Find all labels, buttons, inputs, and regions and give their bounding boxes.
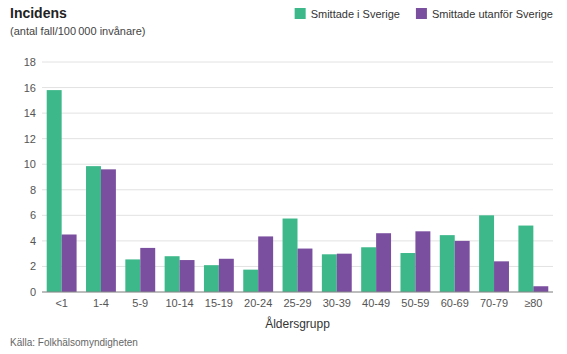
x-tick-label: 30-39 [323, 297, 351, 309]
grid-line [42, 87, 553, 88]
y-grid: 0 2 4 6 8 10 12 14 16 18 [24, 56, 553, 298]
x-tick-label: 1-4 [93, 297, 109, 309]
x-tick-label: <1 [55, 297, 68, 309]
x-tick-label: 20-24 [244, 297, 272, 309]
bar [204, 265, 219, 292]
y-tick-label: 0 [30, 286, 36, 298]
bar [400, 253, 415, 292]
x-tick-label: 15-19 [205, 297, 233, 309]
y-tick-label: 18 [24, 56, 36, 68]
grid-line [42, 189, 553, 190]
x-tick-label: 5-9 [132, 297, 148, 309]
x-tick-label: 60-69 [441, 297, 469, 309]
x-tick-label: 10-14 [166, 297, 194, 309]
grid-line [42, 113, 553, 114]
legend-label: Smittade i Sverige [311, 8, 400, 20]
x-tick-label: 70-79 [480, 297, 508, 309]
bar [47, 90, 62, 292]
x-axis-line [42, 292, 553, 293]
bar [180, 260, 195, 292]
legend-label: Smittade utanför Sverige [432, 8, 553, 20]
grid-line [42, 292, 553, 293]
bar [165, 256, 180, 292]
bar [322, 254, 337, 292]
bar [243, 270, 258, 292]
x-tick-label: 25-29 [283, 297, 311, 309]
legend-swatch [295, 8, 306, 19]
x-axis: <1 1-4 5-9 10-14 15-19 20-24 25-29 30-39 40-49 50… [55, 297, 542, 309]
y-tick-label: 8 [30, 184, 36, 196]
grid-line [42, 138, 553, 139]
bar [258, 236, 273, 292]
x-tick-label: 40-49 [362, 297, 390, 309]
bar [415, 231, 430, 292]
bar [219, 259, 234, 292]
legend-swatch [416, 8, 427, 19]
x-tick-label: ≥80 [524, 297, 542, 309]
bar [361, 247, 376, 292]
legend: Smittade i Sverige Smittade utanför Sveri… [295, 8, 553, 20]
bar [518, 226, 533, 292]
bar [440, 235, 455, 292]
bar [479, 215, 494, 292]
bar [283, 219, 298, 292]
bar [125, 259, 140, 292]
y-tick-label: 2 [30, 260, 36, 272]
subtitle: (antal fall/100 000 invånare) [10, 25, 146, 37]
bar [86, 166, 101, 292]
source: Källa: Folkhälsomyndigheten [10, 337, 138, 348]
bar [140, 248, 155, 292]
grid-line [42, 62, 553, 63]
bars [47, 90, 549, 292]
grid-line [42, 215, 553, 216]
x-tick-label: 50-59 [401, 297, 429, 309]
y-tick-label: 16 [24, 82, 36, 94]
bar [376, 233, 391, 292]
y-tick-label: 4 [30, 235, 36, 247]
bar [455, 241, 470, 292]
bar [533, 286, 548, 292]
y-tick-label: 10 [24, 158, 36, 170]
grid-line [42, 164, 553, 165]
chart-container: Incidens (antal fall/100 000 invånare) 0 2 4… [0, 0, 567, 354]
y-tick-label: 12 [24, 133, 36, 145]
bar [494, 261, 509, 292]
bar [337, 254, 352, 292]
y-tick-label: 6 [30, 209, 36, 221]
x-axis-label: Åldersgrupp [265, 316, 330, 331]
bar [298, 249, 313, 292]
y-tick-label: 14 [24, 107, 36, 119]
bar [62, 235, 77, 293]
title: Incidens [10, 5, 67, 21]
bar [101, 169, 116, 292]
chart: Incidens (antal fall/100 000 invånare) 0 2 4… [0, 0, 567, 354]
